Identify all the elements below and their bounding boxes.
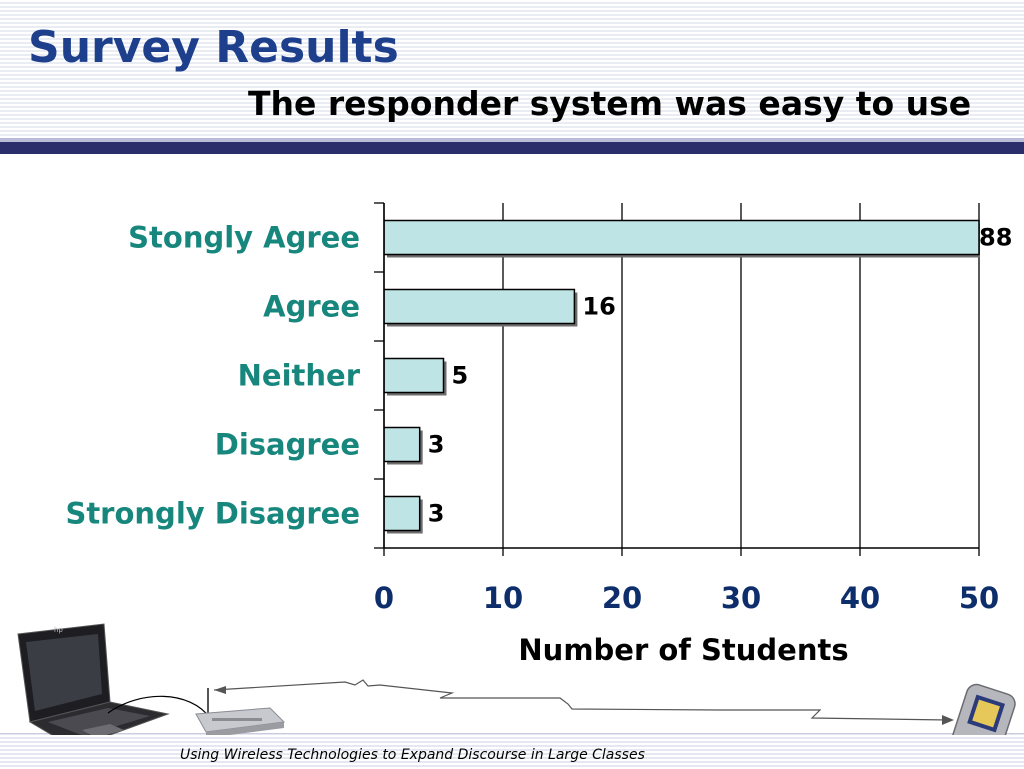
wireless-illustration: hp <box>17 623 1016 735</box>
x-tick-label: 50 <box>959 581 999 615</box>
footer-text: Using Wireless Technologies to Expand Di… <box>180 747 645 763</box>
bar <box>384 426 421 463</box>
bar <box>384 219 980 256</box>
bar-value-label: 5 <box>452 362 469 390</box>
bar-value-label: 88 <box>979 224 1012 252</box>
cable-line <box>107 695 211 719</box>
bar-value-label: 3 <box>428 500 445 528</box>
slide-title: Survey Results <box>28 22 399 73</box>
bars <box>384 219 980 534</box>
slide-subtitle: The responder system was easy to use <box>248 84 972 123</box>
x-axis-title: Number of Students <box>518 633 848 667</box>
x-tick-label: 10 <box>483 581 523 615</box>
bar <box>384 288 576 325</box>
axes <box>374 202 980 556</box>
wireless-router-icon <box>195 688 286 735</box>
category-label: Stongly Agree <box>128 221 360 255</box>
laptop-icon: hp <box>17 623 170 735</box>
category-label: Disagree <box>215 428 360 462</box>
svg-text:hp: hp <box>54 626 63 634</box>
pda-icon <box>950 683 1016 735</box>
bar-value-label: 3 <box>428 431 445 459</box>
x-tick-label: 40 <box>840 581 880 615</box>
bar-chart: 0 10 20 30 40 50 Stongly Agree 88 Agree 16 Neither… <box>65 202 1012 668</box>
bar <box>384 357 445 394</box>
x-tick-label: 30 <box>721 581 761 615</box>
header-rule-light <box>0 138 1024 142</box>
bar-value-label: 16 <box>582 293 615 321</box>
x-tick-label: 20 <box>602 581 642 615</box>
category-label: Agree <box>263 290 360 324</box>
bar <box>384 495 421 532</box>
x-tick-label: 0 <box>374 581 394 615</box>
wireless-signal-line <box>213 679 949 721</box>
header-rule-dark <box>0 142 1024 154</box>
header-band <box>0 0 1024 138</box>
category-label: Strongly Disagree <box>65 497 360 531</box>
category-label: Neither <box>238 359 361 393</box>
footer-band <box>0 733 1024 769</box>
labels: 0 10 20 30 40 50 Stongly Agree 88 Agree 16 Neither… <box>65 221 1012 668</box>
